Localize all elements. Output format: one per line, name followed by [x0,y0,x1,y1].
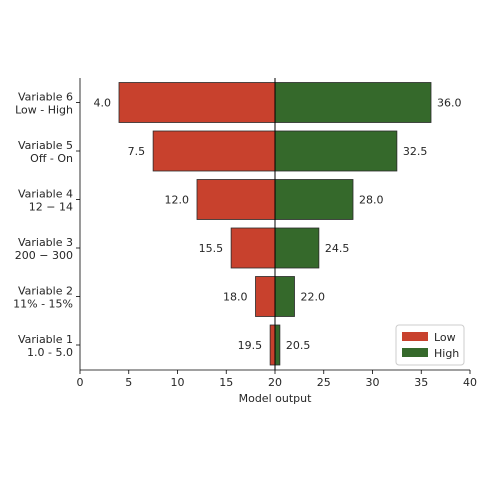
data-label-right-4: 28.0 [359,194,384,207]
data-label-left-3: 15.5 [199,242,224,255]
data-label-left-5: 7.5 [128,145,146,158]
data-label-right-6: 36.0 [437,97,462,110]
bar-high-5 [274,130,398,172]
legend-swatch-high [402,348,428,357]
data-label-right-3: 24.5 [325,242,350,255]
y-tick-label-4: Variable 4 12 − 14 [18,188,73,214]
bar-high-1 [274,324,281,366]
legend-label-high: High [434,347,459,360]
bars-layer [118,82,432,366]
x-tick-label-15: 15 [219,376,233,389]
data-label-right-5: 32.5 [403,145,428,158]
bar-low-4 [196,179,276,220]
x-tick-label-20: 20 [268,376,282,389]
x-axis-label: Model output [239,392,312,405]
data-label-right-1: 20.5 [286,339,311,352]
bar-low-6 [118,82,276,123]
x-tick-label-40: 40 [463,376,477,389]
x-tick-label-5: 5 [125,376,132,389]
bar-low-1 [269,324,276,366]
legend-swatch-low [402,332,428,341]
data-label-left-4: 12.0 [165,194,190,207]
bar-high-2 [274,276,295,317]
data-label-left-1: 19.5 [238,339,263,352]
y-tick-label-6: Variable 6 Low - High [15,91,73,117]
data-label-left-2: 18.0 [223,291,248,304]
x-tick-label-30: 30 [366,376,380,389]
x-tick-label-25: 25 [317,376,331,389]
bar-low-3 [230,227,276,269]
y-tick-label-1: Variable 1 1.0 - 5.0 [18,333,73,359]
y-tick-label-2: Variable 2 11% - 15% [13,285,73,311]
legend: Low High [395,324,465,366]
x-tick-label-0: 0 [77,376,84,389]
x-tick-label-35: 35 [414,376,428,389]
axes-layer: Variable 1 1.0 - 5.0 Variable 2 11% - 15% Va… [13,78,477,389]
bar-high-4 [274,179,354,220]
y-tick-label-3: Variable 3 200 − 300 [15,236,73,262]
bar-low-2 [255,276,276,317]
bar-high-3 [274,227,320,269]
legend-label-low: Low [434,331,456,344]
x-tick-label-10: 10 [171,376,185,389]
bar-low-5 [152,130,276,172]
y-tick-label-5: Variable 5 Off - On [18,139,73,165]
data-labels-layer: 19.5 20.5 18.0 22.0 15.5 24.5 12.0 28.0 7.5 32.5 4… [94,97,462,353]
data-label-left-6: 4.0 [94,97,112,110]
data-label-right-2: 22.0 [301,291,326,304]
bar-high-6 [274,82,432,123]
